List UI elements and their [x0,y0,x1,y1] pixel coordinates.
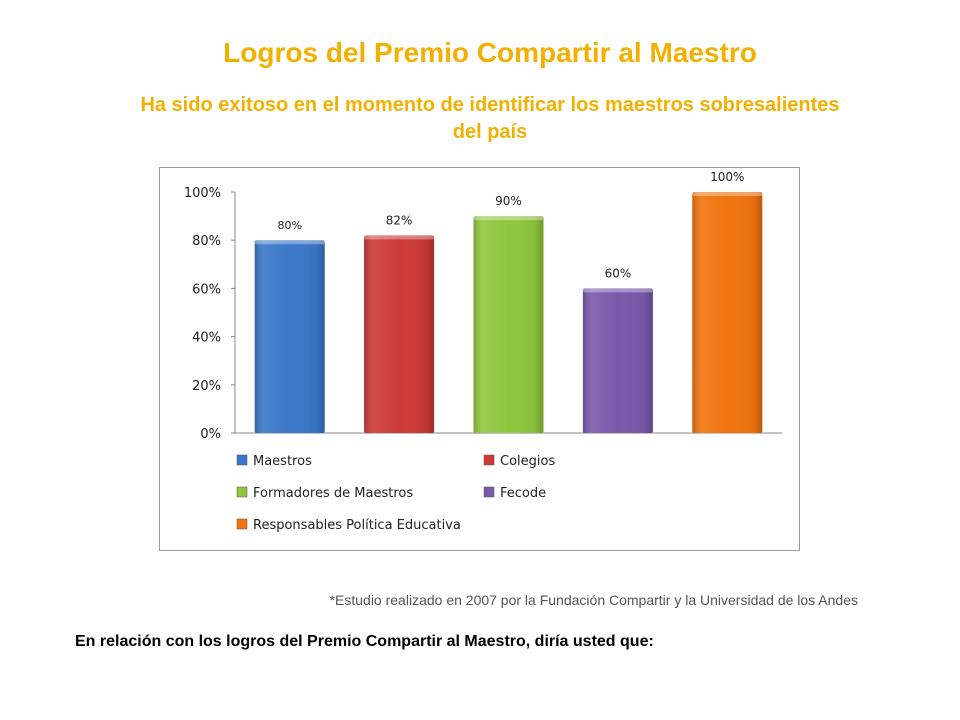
y-tick-label: 0% [200,427,221,442]
data-label: 60% [605,266,632,280]
legend-label: Maestros [253,454,312,469]
data-label: 90% [495,194,522,208]
legend-swatch [236,518,248,530]
bar-colegios [364,235,435,433]
legend-label: Responsables Política Educativa [253,518,461,533]
bar-shading [473,216,544,433]
bar-top-highlight [582,288,653,293]
data-label: 80% [277,219,301,232]
bar-shading [692,192,763,433]
legend-swatch [236,454,248,466]
data-label: 100% [710,170,744,184]
legend-item: Fecode [483,486,546,501]
bars [254,192,763,433]
bar-top-highlight [692,192,763,196]
legend-label: Formadores de Maestros [253,486,413,501]
legend-item: Maestros [236,454,312,469]
legend-swatch [236,486,248,498]
bar-fecode [582,288,653,433]
page-title: Logros del Premio Compartir al Maestro [223,37,757,68]
survey-question: En relación con los logros del Premio Co… [75,633,654,650]
y-tick-label: 40% [192,331,221,346]
bar-shading [364,235,435,433]
legend-label: Colegios [500,454,555,469]
legend-swatch [483,454,495,466]
legend-item: Responsables Política Educativa [236,518,461,533]
bar-top-highlight [364,235,435,240]
bar-responsables-política-educativa [692,192,763,433]
bar-shading [254,240,325,433]
data-labels: 80% 82% 90% 60% 100% [277,170,744,280]
page-subtitle: Ha sido exitoso en el momento de identif… [140,94,840,143]
chart-container: 0% 20% 40% 60% 80% 100% 80% 82% 90% 60% 100% Maes… [159,167,800,551]
y-tick-label: 20% [192,379,221,394]
bar-top-highlight [254,240,325,245]
legend-item: Formadores de Maestros [236,486,413,501]
bar-shading [582,288,653,433]
data-label: 82% [386,213,413,227]
legend-label: Fecode [500,486,546,501]
legend: Maestros Colegios Formadores de Maestros Fe… [236,454,555,533]
legend-swatch [483,486,495,498]
legend-item: Colegios [483,454,555,469]
y-tick-label: 100% [184,186,221,201]
axes: 0% 20% 40% 60% 80% 100% [184,186,782,442]
bar-maestros [254,240,325,433]
y-tick-label: 60% [192,282,221,297]
footnote: *Estudio realizado en 2007 por la Fundac… [329,592,858,608]
y-tick-label: 80% [192,234,221,249]
bar-chart: 0% 20% 40% 60% 80% 100% 80% 82% 90% 60% 100% Maes… [184,170,782,533]
bar-formadores-de-maestros [473,216,544,433]
bar-top-highlight [473,216,544,221]
